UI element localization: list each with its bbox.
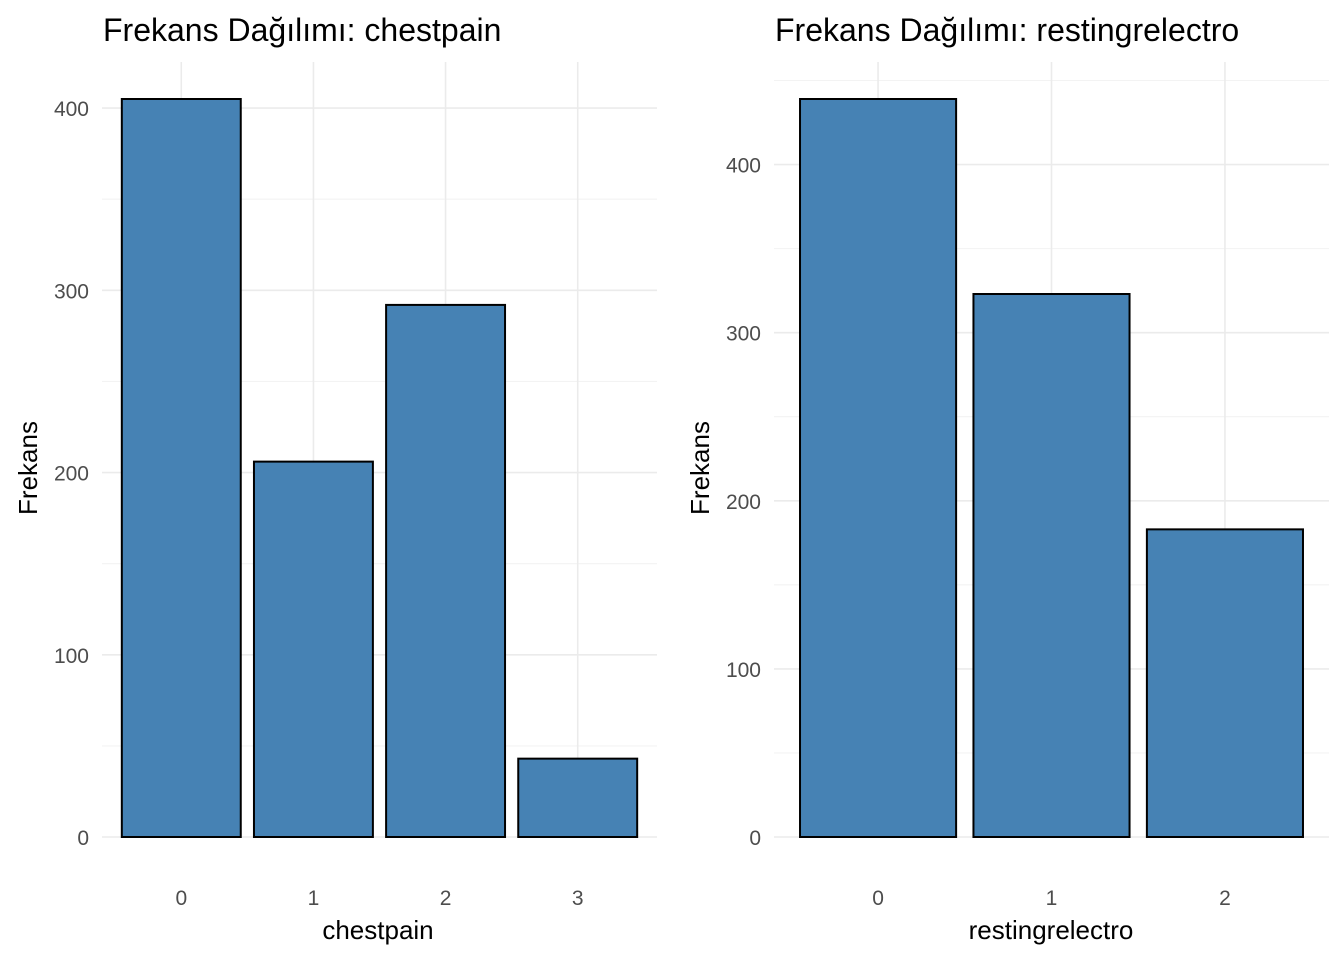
- bar-2: [385, 303, 507, 838]
- y-tick-label: 200: [54, 463, 89, 486]
- y-tick-label: 100: [54, 645, 89, 668]
- y-tick-label: 0: [749, 827, 761, 850]
- chart-title: Frekans Dağılımı: restingrelectro: [775, 12, 1239, 48]
- x-tick-label: 2: [1219, 887, 1231, 910]
- y-tick-label: 300: [54, 280, 89, 303]
- y-axis-title: Frekans: [13, 421, 43, 515]
- bar-1: [972, 293, 1131, 838]
- x-tick-label: 0: [175, 887, 187, 910]
- bar-0: [120, 98, 242, 838]
- bars: [799, 98, 1304, 839]
- x-tick-label: 3: [572, 887, 584, 910]
- chestpain-chart: Frekans Dağılımı: chestpain 0 100 200 300 40…: [13, 12, 657, 945]
- bar-2: [1145, 528, 1304, 839]
- x-axis-title: restingrelectro: [969, 915, 1134, 945]
- x-tick-label: 2: [440, 887, 452, 910]
- y-axis-title: Frekans: [685, 421, 715, 515]
- x-tick-label: 0: [872, 887, 884, 910]
- y-tick-label: 400: [54, 98, 89, 121]
- x-tick-labels: 0 1 2: [872, 887, 1231, 910]
- y-tick-label: 300: [726, 323, 761, 346]
- x-axis-title: chestpain: [322, 915, 433, 945]
- x-tick-label: 1: [308, 887, 320, 910]
- y-tick-label: 400: [726, 155, 761, 178]
- bar-3: [517, 757, 639, 839]
- x-tick-labels: 0 1 2 3: [175, 887, 583, 910]
- x-tick-label: 1: [1046, 887, 1058, 910]
- bar-0: [799, 98, 958, 838]
- y-tick-labels: 0 100 200 300 400: [726, 155, 761, 850]
- y-tick-label: 100: [726, 659, 761, 682]
- bar-1: [252, 460, 374, 838]
- y-tick-label: 200: [726, 491, 761, 514]
- y-tick-labels: 0 100 200 300 400: [54, 98, 89, 850]
- y-tick-label: 0: [77, 827, 89, 850]
- chart-title: Frekans Dağılımı: chestpain: [103, 12, 501, 48]
- restingrelectro-chart: Frekans Dağılımı: restingrelectro 010020…: [685, 12, 1329, 945]
- bars: [120, 98, 639, 839]
